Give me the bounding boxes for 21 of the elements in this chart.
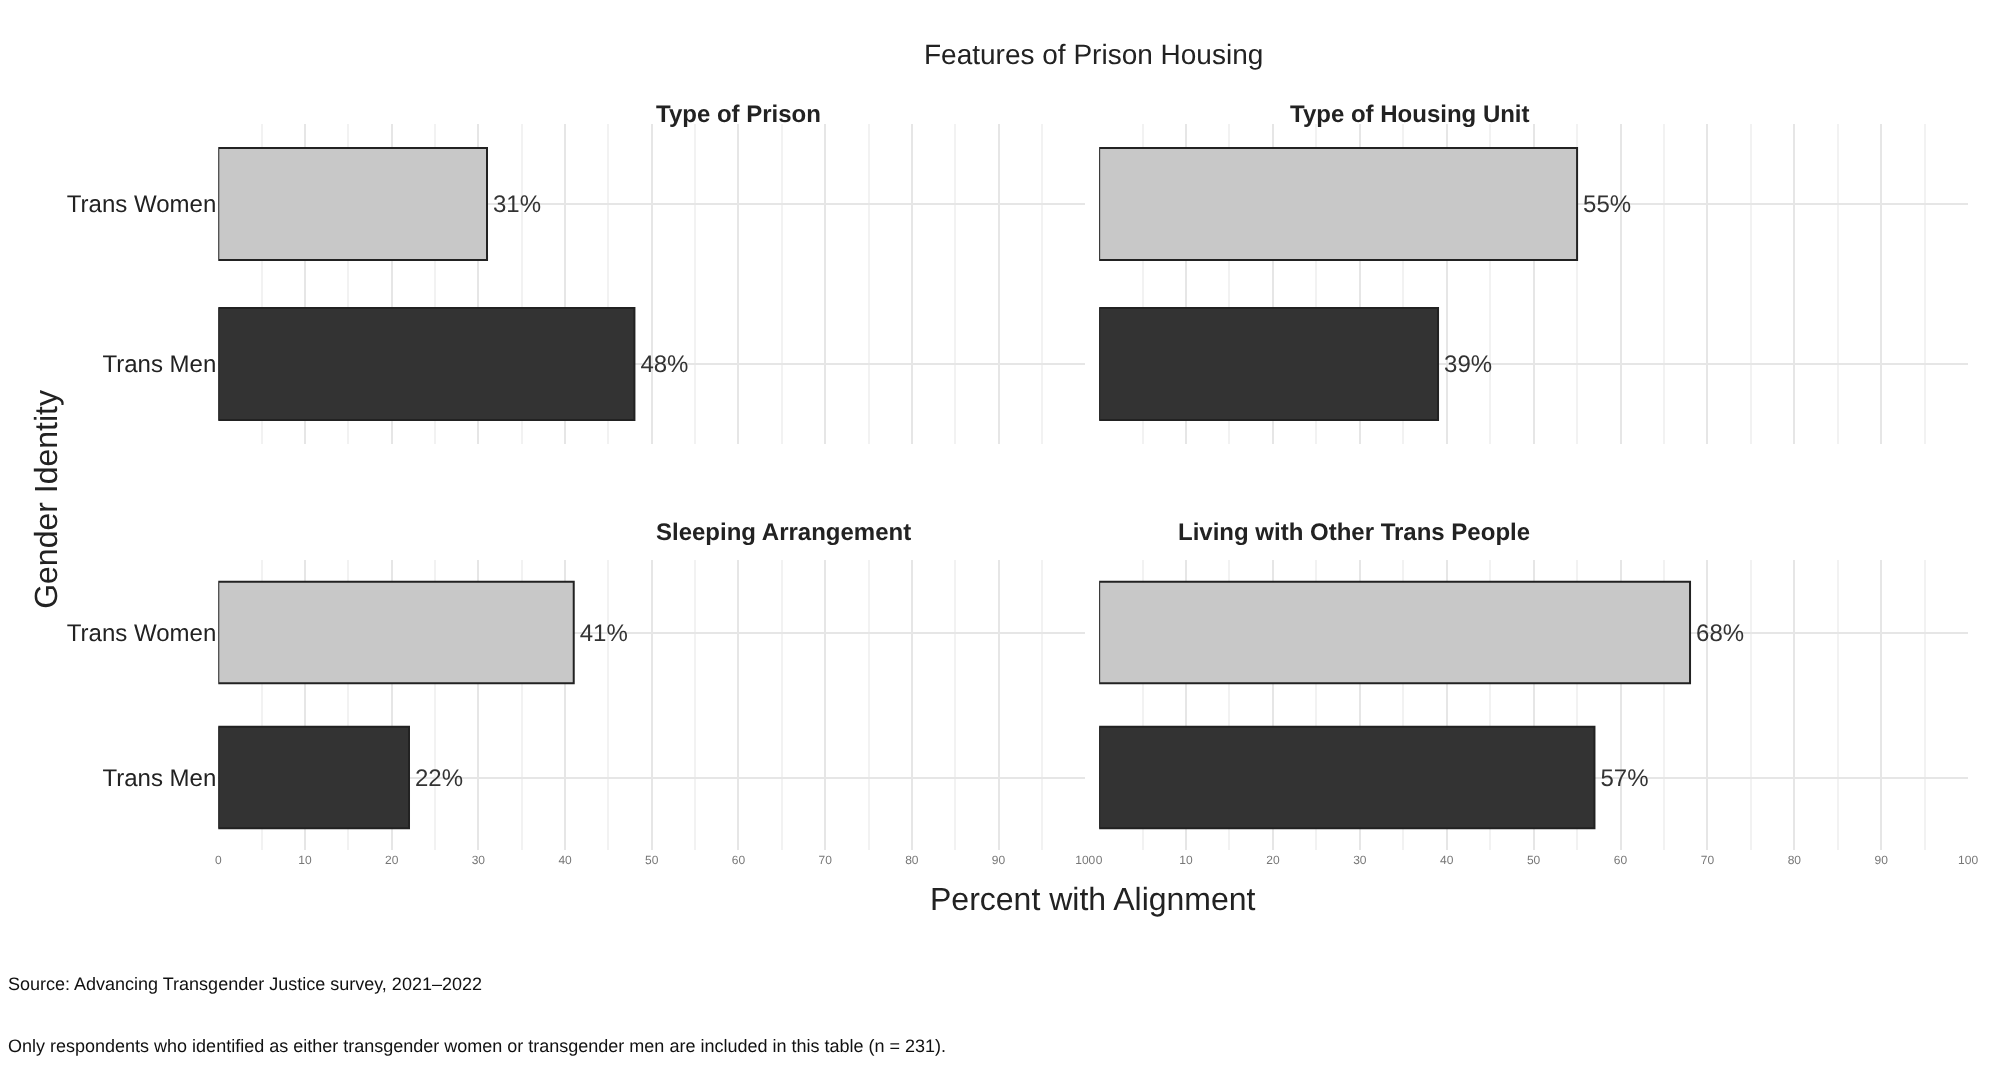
y-axis-title: Gender Identity xyxy=(30,390,65,609)
data-label: 41% xyxy=(579,618,629,647)
y-tick-label: Trans Men xyxy=(102,350,217,379)
chart-title: Sleeping Arrangement xyxy=(656,518,912,546)
data-label: 68% xyxy=(1696,618,1745,647)
data-label: 31% xyxy=(493,190,542,218)
data-label: 48% xyxy=(640,350,690,378)
source-note: Source: Advancing Transgender Justice survey, 2021–2022 xyxy=(8,974,482,994)
data-label: 39% xyxy=(1444,350,1493,378)
text: Only respondents who identified as either transgender women or transgender men are included in this table (n = 231). xyxy=(8,1036,947,1056)
x-axis-title: Percent with Alignment xyxy=(930,884,1257,918)
chart-title: Type of Prison xyxy=(656,100,821,128)
data-label: 22% xyxy=(415,763,464,792)
y-tick-label: Trans Women xyxy=(66,190,217,219)
data-label: 55% xyxy=(1583,190,1632,218)
chart-title: Living with Other Trans People xyxy=(1178,518,1531,546)
text: Features of Prison Housing xyxy=(924,38,1264,70)
data-label: 57% xyxy=(1600,763,1650,792)
y-tick-label: Trans Women xyxy=(66,618,217,647)
y-tick-label: Trans Men xyxy=(102,763,217,792)
chart-title: Type of Housing Unit xyxy=(1290,100,1530,128)
